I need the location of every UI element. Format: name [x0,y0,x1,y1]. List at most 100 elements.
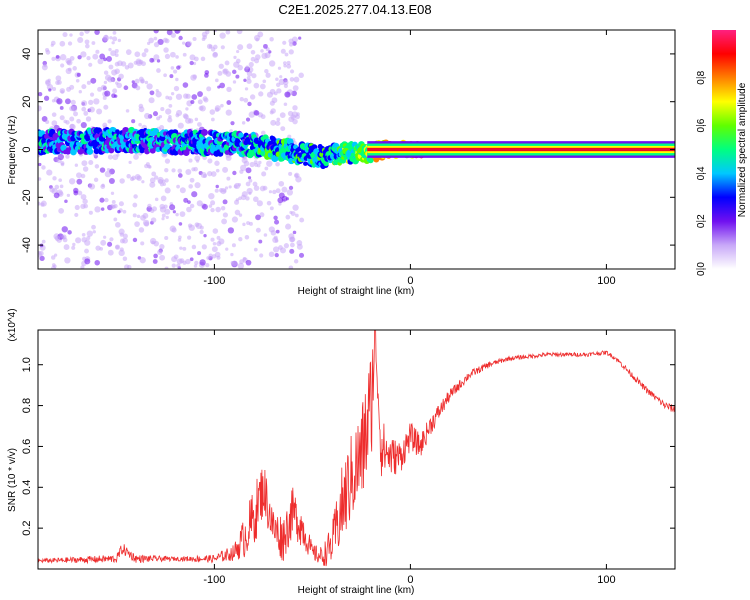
heatmap-cell [259,212,265,218]
heatmap-cell [160,107,165,112]
heatmap-cell [266,200,272,206]
heatmap-cell [59,184,64,189]
heatmap-cell [215,168,220,173]
heatmap-cell [248,61,254,68]
heatmap-cell [283,79,289,86]
heatmap-cell [118,73,124,80]
heatmap-cell [218,63,224,69]
heatmap-cell [117,38,122,43]
heatmap-cell [208,253,213,258]
heatmap-cell [179,187,186,194]
heatmap-cell [92,53,99,60]
heatmap-cell [84,248,89,254]
heatmap-cell [128,160,132,165]
heatmap-cell [259,83,266,90]
heatmap-cell [80,121,87,129]
heatmap-cell [279,112,286,119]
heatmap-cell [284,91,291,98]
heatmap-cell [151,171,157,177]
heatmap-cell [51,120,58,127]
heatmap-cell [282,40,287,45]
heatmap-cell [210,47,216,52]
heatmap-cell [155,91,162,98]
heatmap-cell [64,257,71,264]
heatmap-cell [286,138,294,145]
heatmap-cell [288,42,294,47]
x-tick-label: -100 [203,574,225,586]
heatmap-cell [163,73,167,78]
heatmap-cell [250,56,256,62]
heatmap-cell [148,97,155,104]
heatmap-cell [170,32,176,38]
heatmap-cell [38,162,42,167]
heatmap-cell [178,235,182,240]
heatmap-cell [224,60,230,66]
heatmap-cell [276,88,282,94]
heatmap-cell [191,244,197,250]
heatmap-cell [209,109,216,115]
heatmap-cell [52,87,57,92]
heatmap-cell [159,244,165,250]
heatmap-cell [149,177,156,184]
heatmap-cell [253,160,258,165]
heatmap-cell [112,88,118,94]
heatmap-cell [253,247,258,252]
heatmap-cell [74,212,79,218]
heatmap-cell [288,38,294,44]
heatmap-cell [283,102,288,106]
heatmap-cell [118,228,125,235]
heatmap-cell [182,113,188,119]
heatmap-cell [248,178,253,183]
heatmap-cell [261,52,268,59]
heatmap-cell [43,95,50,101]
heatmap-cell [197,122,202,127]
heatmap-cell [75,237,82,244]
heatmap-cell [108,47,112,52]
heatmap-cell [294,173,299,178]
heatmap-cell [93,98,100,105]
heatmap-cell [242,222,246,227]
heatmap-cell [258,91,264,97]
heatmap-cell [225,155,232,161]
heatmap-cell [139,257,146,264]
heatmap-cell [247,176,252,180]
heatmap-cell [199,229,204,235]
heatmap-cell [224,186,229,190]
heatmap-cell [286,189,294,196]
heatmap-cell [275,120,281,126]
heatmap-cell [58,178,63,182]
heatmap-cell [79,31,84,37]
y-tick-label: 1.0 [21,357,33,372]
heatmap-cell [132,202,138,208]
heatmap-cell [188,158,193,163]
heatmap-cell [275,161,280,167]
heatmap-cell [222,189,227,193]
heatmap-cell [94,164,100,169]
heatmap-cell [73,187,79,194]
heatmap-cell [177,122,184,129]
heatmap-cell [268,50,272,54]
heatmap-cell [75,141,81,147]
heatmap-cell [146,83,153,90]
heatmap-cell [250,49,256,55]
heatmap-cell [283,243,290,249]
heatmap-cell [101,183,105,188]
heatmap-cell [201,244,207,250]
colorbar: 0.0 0.2 0.4 0.6 0.8 Normalized spectral ampl… [696,30,748,276]
heatmap-cell [78,90,82,94]
heatmap-cell [82,166,89,172]
heatmap-cell [226,100,232,105]
heatmap-cell [94,206,101,213]
heatmap-cell [255,37,260,42]
heatmap-cell [84,30,90,34]
heatmap-cell [198,105,204,111]
heatmap-cell [188,118,194,124]
heatmap-cell [188,224,195,231]
heatmap-cell [144,80,149,85]
heatmap-cell [240,164,247,172]
heatmap-cell [69,123,76,131]
heatmap-cell [191,94,198,100]
heatmap-cell [99,167,106,173]
heatmap-cell [231,243,236,248]
heatmap-cell [159,203,165,210]
